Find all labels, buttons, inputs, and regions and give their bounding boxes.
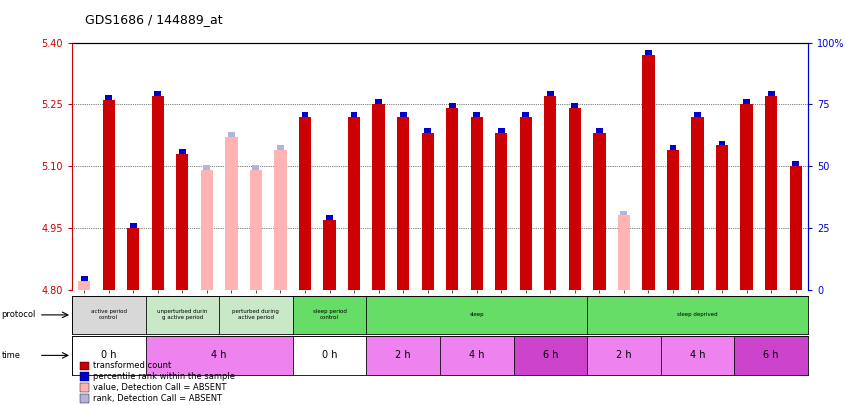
Bar <box>789 166 802 290</box>
Bar <box>274 149 287 290</box>
Bar <box>519 117 532 290</box>
Bar <box>667 149 679 290</box>
Bar <box>366 296 587 334</box>
Bar <box>497 128 505 133</box>
Bar <box>544 96 557 290</box>
Bar <box>102 100 115 290</box>
Bar <box>72 336 146 375</box>
Bar <box>734 336 808 375</box>
Bar <box>277 145 284 149</box>
Bar <box>569 109 581 290</box>
Bar <box>326 215 333 220</box>
Bar <box>495 133 508 290</box>
Bar <box>176 154 189 290</box>
Bar <box>293 336 366 375</box>
Bar <box>146 296 219 334</box>
Bar <box>669 145 677 149</box>
Bar <box>767 91 775 96</box>
Text: percentile rank within the sample: percentile rank within the sample <box>93 372 235 382</box>
Text: perturbed during
active period: perturbed during active period <box>233 309 279 320</box>
Text: protocol: protocol <box>2 310 36 320</box>
Bar <box>765 96 777 290</box>
Bar <box>642 55 655 290</box>
Text: value, Detection Call = ABSENT: value, Detection Call = ABSENT <box>93 383 227 392</box>
Bar <box>547 91 554 96</box>
Bar <box>440 336 514 375</box>
Text: time: time <box>2 351 20 360</box>
Bar <box>792 161 799 166</box>
Bar <box>252 165 260 170</box>
Bar <box>146 336 293 375</box>
Bar <box>375 99 382 104</box>
Bar <box>219 296 293 334</box>
Text: transformed count: transformed count <box>93 361 171 371</box>
Bar <box>691 117 704 290</box>
Bar <box>80 276 88 281</box>
Bar <box>129 223 137 228</box>
Bar <box>661 336 734 375</box>
Bar <box>323 220 336 290</box>
Text: 4 h: 4 h <box>212 350 227 360</box>
Bar <box>620 211 628 215</box>
Bar <box>228 132 235 137</box>
Bar <box>587 296 808 334</box>
Bar <box>514 336 587 375</box>
Bar <box>587 336 661 375</box>
Bar <box>618 215 630 290</box>
Text: 4 h: 4 h <box>689 350 706 360</box>
Bar <box>571 103 579 109</box>
Text: GDS1686 / 144889_at: GDS1686 / 144889_at <box>85 13 222 26</box>
Bar <box>225 137 238 290</box>
Text: 0 h: 0 h <box>101 350 117 360</box>
Text: 0 h: 0 h <box>321 350 338 360</box>
Text: 6 h: 6 h <box>542 350 558 360</box>
Bar <box>350 112 358 117</box>
Bar <box>201 170 213 290</box>
Bar <box>716 145 728 290</box>
Bar <box>446 109 459 290</box>
Bar <box>179 149 186 153</box>
Bar <box>718 141 726 145</box>
Text: sleep: sleep <box>470 312 484 318</box>
Text: 4 h: 4 h <box>469 350 485 360</box>
Bar <box>694 112 701 117</box>
Bar <box>645 50 652 55</box>
Text: 2 h: 2 h <box>395 350 411 360</box>
Bar <box>348 117 360 290</box>
Bar <box>72 296 146 334</box>
Bar <box>522 112 530 117</box>
Bar <box>740 104 753 290</box>
Bar <box>372 104 385 290</box>
Bar <box>596 128 603 133</box>
Text: 6 h: 6 h <box>763 350 779 360</box>
Text: sleep period
control: sleep period control <box>312 309 347 320</box>
Bar <box>127 228 140 290</box>
Text: 2 h: 2 h <box>616 350 632 360</box>
Text: unperturbed durin
g active period: unperturbed durin g active period <box>157 309 207 320</box>
Bar <box>293 296 366 334</box>
Bar <box>250 170 262 290</box>
Bar <box>399 112 407 117</box>
Bar <box>301 112 309 117</box>
Bar <box>203 165 211 170</box>
Bar <box>593 133 606 290</box>
Bar <box>154 91 162 96</box>
Text: sleep deprived: sleep deprived <box>677 312 718 318</box>
Bar <box>470 117 483 290</box>
Bar <box>424 128 431 133</box>
Bar <box>299 117 311 290</box>
Bar <box>151 96 164 290</box>
Bar <box>397 117 409 290</box>
Bar <box>366 336 440 375</box>
Text: rank, Detection Call = ABSENT: rank, Detection Call = ABSENT <box>93 394 222 403</box>
Bar <box>743 99 750 104</box>
Text: active period
control: active period control <box>91 309 127 320</box>
Bar <box>78 281 91 290</box>
Bar <box>448 103 456 109</box>
Bar <box>105 95 113 100</box>
Bar <box>473 112 481 117</box>
Bar <box>421 133 434 290</box>
